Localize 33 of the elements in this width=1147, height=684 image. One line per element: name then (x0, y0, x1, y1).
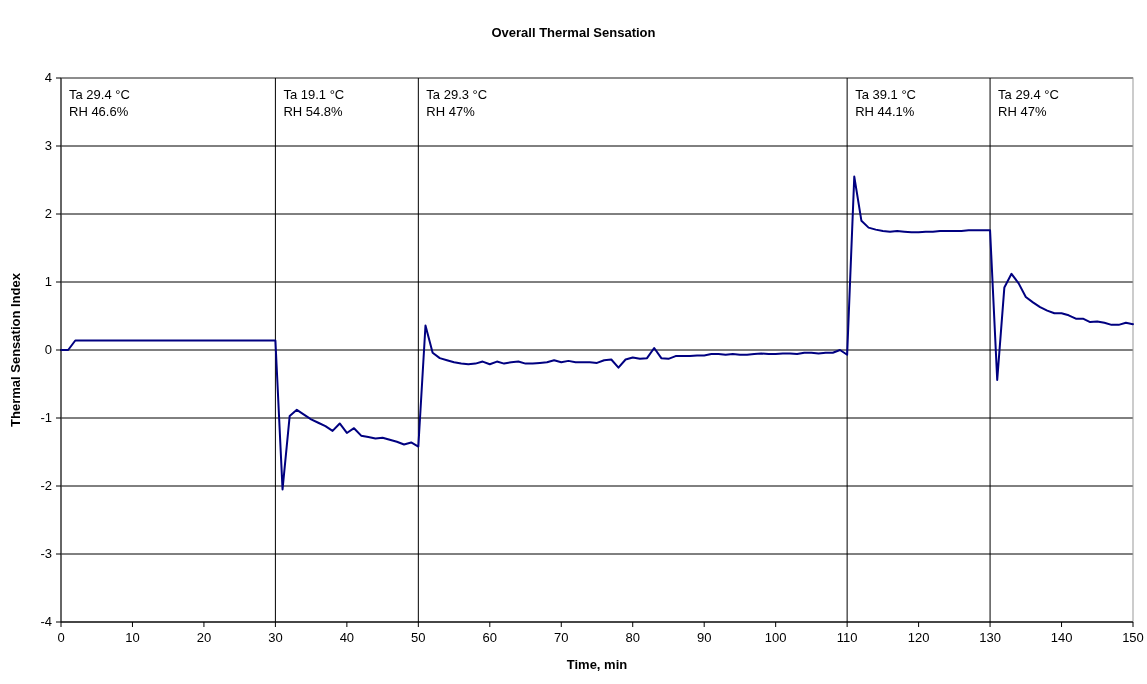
x-tick-label: 70 (554, 630, 569, 645)
y-tick-label: -3 (40, 546, 52, 561)
x-tick-label: 20 (196, 630, 212, 645)
y-tick-label: 1 (44, 274, 52, 289)
ref-line-label: Ta 19.1 °C RH 54.8% (283, 87, 345, 119)
y-tick-label: -2 (40, 478, 52, 493)
y-tick-label: 2 (44, 206, 52, 221)
y-tick-label: 3 (44, 138, 52, 153)
x-tick-label: 40 (339, 630, 355, 645)
y-tick-label: -1 (40, 410, 52, 425)
x-tick-label: 140 (1050, 630, 1073, 645)
y-tick-label: 4 (44, 70, 52, 85)
x-tick-label: 120 (907, 630, 930, 645)
annotation: Ta 29.4 °C RH 46.6% (69, 87, 130, 119)
x-tick-label: 10 (125, 630, 140, 645)
y-tick-label: -4 (40, 614, 52, 629)
chart-title: Overall Thermal Sensation (491, 25, 656, 40)
x-tick-label: 80 (625, 630, 640, 645)
y-axis-title: Thermal Sensation Index (8, 272, 23, 427)
x-tick-label: 130 (979, 630, 1001, 645)
x-tick-label: 100 (764, 630, 787, 645)
x-tick-label: 50 (411, 630, 426, 645)
x-tick-label: 150 (1122, 630, 1144, 645)
x-axis-title: Time, min (566, 657, 628, 672)
x-tick-label: 60 (482, 630, 498, 645)
x-tick-label: 30 (268, 630, 283, 645)
x-tick-label: 110 (836, 630, 858, 645)
x-tick-label: 0 (57, 630, 65, 645)
ref-line-label: Ta 29.3 °C RH 47% (426, 87, 488, 119)
ref-line-label: Ta 29.4 °C RH 47% (998, 87, 1059, 119)
y-tick-label: 0 (44, 342, 52, 357)
ref-line-label: Ta 39.1 °C RH 44.1% (855, 87, 916, 119)
x-tick-label: 90 (696, 630, 712, 645)
